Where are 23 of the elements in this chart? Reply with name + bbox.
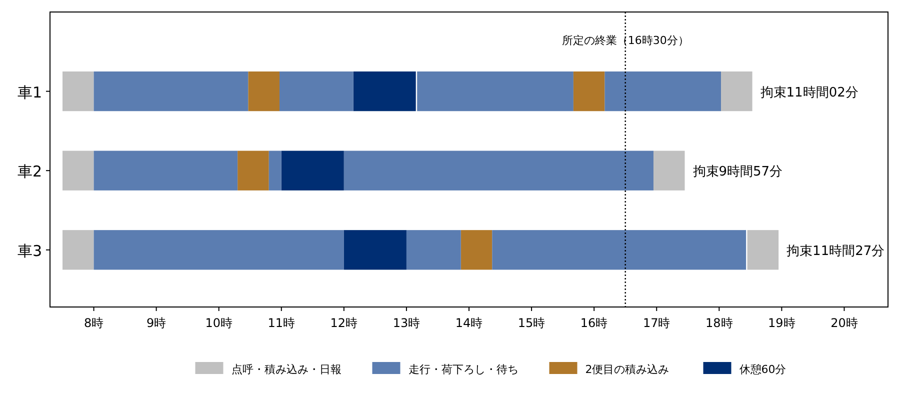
y-tick-label: 車1 [17, 83, 42, 102]
legend-label: 点呼・積み込み・日報 [231, 363, 342, 376]
x-tick-label: 20時 [830, 316, 858, 330]
legend-label: 2便目の積み込み [585, 363, 670, 376]
total-label: 拘束11時間27分 [786, 244, 885, 259]
y-tick-label: 車2 [17, 162, 42, 181]
x-tick-label: 8時 [84, 316, 104, 330]
x-tick-label: 10時 [205, 316, 232, 330]
legend-label: 休憩60分 [739, 363, 786, 376]
x-tick-label: 17時 [642, 316, 670, 330]
x-tick-label: 9時 [146, 316, 166, 330]
x-tick-label: 12時 [330, 316, 358, 330]
legend-label: 走行・荷下ろし・待ち [408, 363, 518, 376]
x-tick-label: 11時 [268, 316, 296, 330]
total-label: 拘束9時間57分 [692, 164, 783, 180]
x-tick-label: 15時 [518, 316, 546, 330]
x-tick-label: 19時 [768, 316, 796, 330]
x-tick-label: 13時 [392, 316, 420, 330]
x-tick-label: 18時 [706, 316, 733, 330]
y-tick-label: 車3 [17, 242, 42, 260]
x-tick-label: 14時 [455, 316, 483, 330]
total-label: 拘束11時間02分 [760, 85, 858, 100]
x-tick-label: 16時 [580, 316, 608, 330]
